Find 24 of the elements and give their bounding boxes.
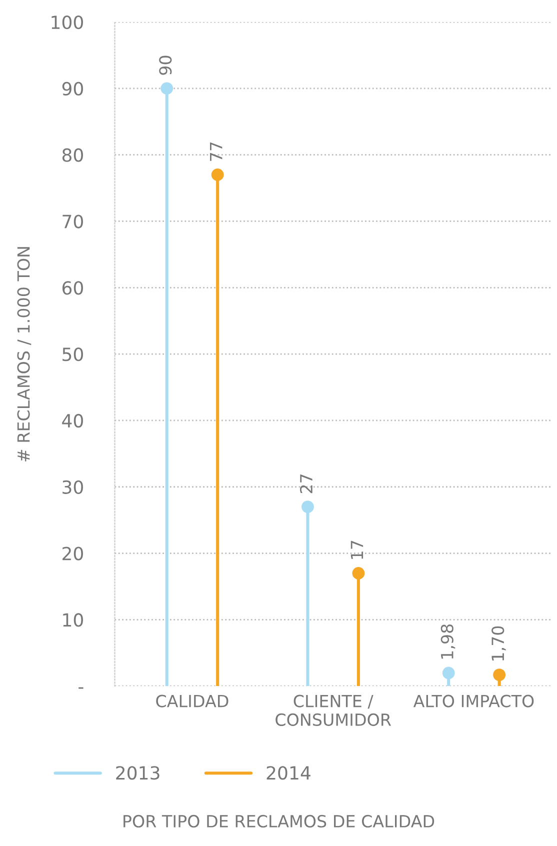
- y-tick-label: 20: [62, 546, 83, 560]
- x-tick-label: CALIDAD: [156, 694, 228, 708]
- y-tick-label: 50: [62, 348, 83, 362]
- y-axis-title: # RECLAMOS / 1.000 TON: [17, 247, 32, 462]
- y-tick-label: 40: [62, 414, 83, 428]
- y-tick-label: -: [78, 687, 84, 689]
- data-label: 90: [159, 56, 172, 75]
- data-label: 17: [350, 540, 364, 559]
- y-tick-label: 60: [62, 281, 83, 295]
- y-tick-label: 90: [62, 82, 83, 96]
- x-tick-label: ALTO IMPACTO: [413, 694, 534, 708]
- y-tick-label: 70: [62, 214, 83, 228]
- data-label: 27: [300, 474, 312, 494]
- x-tick-label: CLIENTE / CONSUMIDOR: [276, 694, 392, 726]
- text: POR TIPO DE RECLAMOS DE CALIDAD: [124, 814, 434, 828]
- legend-label: 2014: [266, 766, 310, 780]
- data-label: 77: [210, 142, 222, 161]
- y-tick-label: 100: [52, 15, 83, 30]
- data-label: 1,98: [440, 624, 456, 659]
- legend-label: 2013: [116, 766, 160, 780]
- data-label: 1,70: [492, 626, 506, 660]
- y-tick-label: 80: [62, 148, 83, 162]
- y-tick-label: 10: [63, 613, 83, 627]
- y-tick-label: 30: [62, 480, 83, 494]
